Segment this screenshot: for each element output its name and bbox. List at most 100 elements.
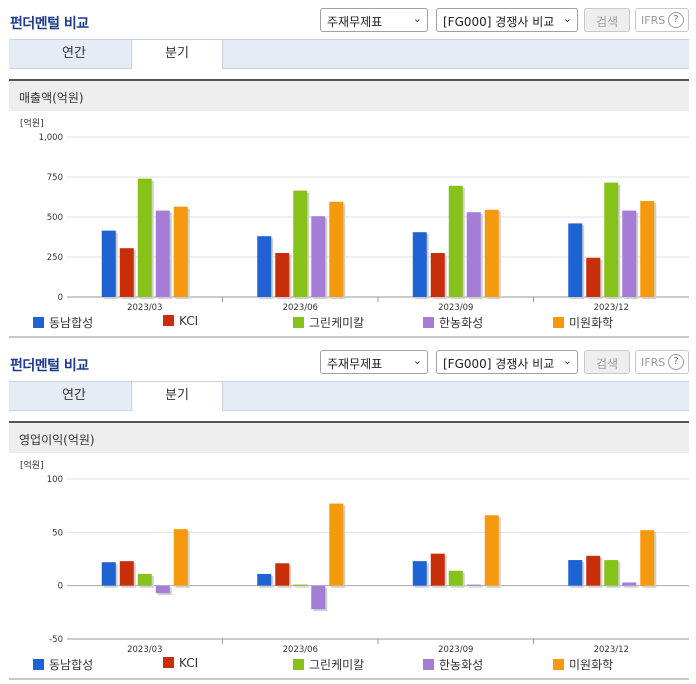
legend-item[interactable]: 미원화학: [553, 656, 613, 673]
legend-swatch: [423, 317, 434, 328]
y-tick-label: 0: [58, 293, 63, 303]
legend-swatch: [553, 317, 564, 328]
legend-item[interactable]: 한농화성: [423, 656, 483, 673]
bar[interactable]: [311, 216, 326, 297]
y-tick-label: 100: [47, 475, 63, 485]
metric-title: 영업이익(억원): [19, 433, 95, 447]
bar[interactable]: [586, 555, 601, 586]
bar[interactable]: [484, 209, 499, 297]
y-tick-label: 0: [58, 582, 63, 592]
tab-annual[interactable]: 연간: [62, 46, 86, 61]
bar[interactable]: [173, 206, 188, 297]
bar[interactable]: [484, 515, 499, 586]
x-tick-label: 2023/09: [438, 645, 473, 655]
bar[interactable]: [448, 185, 463, 297]
search-button[interactable]: 검색: [584, 350, 630, 374]
bar-shadow: [295, 586, 310, 588]
bar[interactable]: [412, 232, 427, 297]
tab-quarterly[interactable]: 분기: [131, 382, 223, 411]
bar[interactable]: [430, 553, 445, 586]
bar[interactable]: [293, 584, 308, 586]
chevron-down-icon: ⌄: [412, 12, 422, 25]
period-tabs: 연간 분기: [9, 381, 689, 411]
revenue-bar-chart: [억원] 0 250 500 750 1,000 2023/03 2023/06 2023/09…: [20, 117, 689, 313]
bar[interactable]: [311, 585, 326, 610]
help-icon[interactable]: ?: [668, 12, 684, 28]
legend-swatch: [423, 659, 434, 670]
bar[interactable]: [448, 570, 463, 586]
x-tick-label: 2023/06: [283, 645, 318, 655]
chevron-down-icon: ⌄: [562, 12, 572, 25]
compare-select[interactable]: [FG000] 경쟁사 비교 ⌄: [436, 8, 578, 32]
legend-swatch: [33, 659, 44, 670]
bar[interactable]: [257, 236, 272, 297]
bar[interactable]: [586, 257, 601, 297]
bar[interactable]: [412, 561, 427, 586]
bar[interactable]: [329, 503, 344, 586]
metric-title: 매출액(억원): [19, 91, 84, 105]
bar[interactable]: [640, 530, 655, 586]
legend-label: KCI: [179, 314, 199, 328]
period-tabs: 연간 분기: [9, 39, 689, 69]
legend-label: 미원화학: [569, 658, 614, 672]
legend-item[interactable]: 그린케미칼: [293, 314, 364, 331]
bar[interactable]: [137, 178, 152, 297]
bar[interactable]: [275, 253, 290, 297]
bar[interactable]: [119, 561, 134, 586]
metric-header: 영업이익(억원): [9, 421, 689, 453]
ifrs-button[interactable]: IFRS?: [635, 8, 689, 32]
y-tick-label: 750: [47, 173, 63, 183]
bar[interactable]: [604, 560, 619, 586]
legend-swatch: [33, 317, 44, 328]
bar[interactable]: [622, 210, 637, 297]
bar[interactable]: [137, 573, 152, 586]
compare-select-value: [FG000] 경쟁사 비교: [443, 357, 555, 371]
bar[interactable]: [622, 582, 637, 586]
bar[interactable]: [101, 230, 116, 297]
metric-header: 매출액(억원): [9, 79, 689, 111]
panel-title: 펀더멘털 비교: [10, 358, 89, 374]
legend-item[interactable]: 한농화성: [423, 314, 483, 331]
compare-select[interactable]: [FG000] 경쟁사 비교 ⌄: [436, 350, 578, 374]
bar[interactable]: [257, 573, 272, 586]
legend-item[interactable]: 그린케미칼: [293, 656, 364, 673]
statement-select[interactable]: 주재무제표 ⌄: [320, 8, 428, 32]
y-tick-label: 250: [47, 253, 63, 263]
x-tick-label: 2023/06: [283, 303, 318, 313]
bar[interactable]: [155, 210, 170, 297]
statement-select[interactable]: 주재무제표 ⌄: [320, 350, 428, 374]
bar[interactable]: [640, 201, 655, 297]
bar[interactable]: [430, 253, 445, 297]
bar[interactable]: [173, 529, 188, 586]
bar-shadow: [468, 586, 483, 588]
x-tick-label: 2023/03: [127, 303, 162, 313]
legend-item[interactable]: 미원화학: [553, 314, 613, 331]
bar[interactable]: [466, 212, 481, 297]
help-icon[interactable]: ?: [668, 354, 684, 370]
legend-item[interactable]: 동남합성: [33, 656, 93, 673]
bar[interactable]: [568, 560, 583, 586]
x-tick-label: 2023/03: [127, 645, 162, 655]
bar[interactable]: [293, 190, 308, 297]
chevron-down-icon: ⌄: [412, 354, 422, 367]
legend-item[interactable]: 동남합성: [33, 314, 93, 331]
legend-item[interactable]: KCI: [163, 656, 198, 670]
compare-select-value: [FG000] 경쟁사 비교: [443, 15, 555, 29]
bar[interactable]: [604, 182, 619, 297]
y-tick-label: 500: [47, 213, 63, 223]
bar[interactable]: [155, 585, 170, 594]
bar[interactable]: [568, 223, 583, 297]
ifrs-button[interactable]: IFRS?: [635, 350, 689, 374]
bar[interactable]: [119, 248, 134, 297]
tab-quarterly[interactable]: 분기: [131, 40, 223, 69]
legend-item[interactable]: KCI: [163, 314, 198, 328]
bar[interactable]: [275, 563, 290, 586]
legend-label: 그린케미칼: [309, 658, 365, 672]
search-button[interactable]: 검색: [584, 8, 630, 32]
legend-label: 동남합성: [49, 658, 94, 672]
legend-label: 미원화학: [569, 316, 614, 330]
bar[interactable]: [466, 584, 481, 586]
tab-annual[interactable]: 연간: [62, 388, 86, 403]
bar[interactable]: [101, 562, 116, 586]
bar[interactable]: [329, 201, 344, 297]
